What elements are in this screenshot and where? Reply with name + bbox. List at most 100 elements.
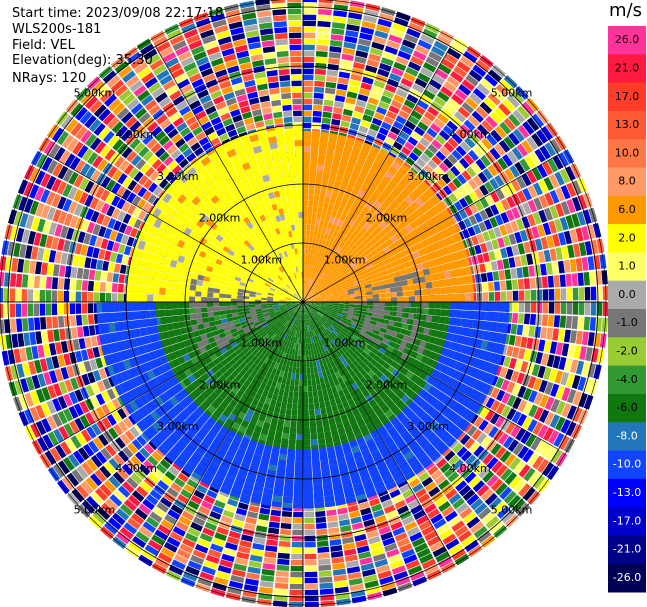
noise-gate xyxy=(527,214,536,227)
noise-gate xyxy=(39,289,46,302)
noise-gate xyxy=(261,568,275,576)
noise-gate xyxy=(315,62,327,70)
noise-gate xyxy=(326,69,339,77)
noise-gate xyxy=(280,522,292,530)
velocity-gate xyxy=(409,284,417,291)
velocity-gate xyxy=(338,299,345,302)
noise-gate xyxy=(500,211,510,224)
noise-gate xyxy=(396,136,407,146)
noise-gate xyxy=(455,128,468,140)
noise-gate xyxy=(414,78,428,89)
noise-gate xyxy=(436,177,447,188)
noise-gate xyxy=(464,136,476,149)
noise-gate xyxy=(549,341,558,354)
noise-gate xyxy=(499,121,512,135)
noise-gate xyxy=(465,97,479,110)
noise-gate xyxy=(458,209,468,220)
noise-gate xyxy=(303,110,312,117)
noise-gate xyxy=(53,329,61,342)
noise-gate xyxy=(561,343,570,357)
noise-gate xyxy=(376,132,387,142)
velocity-gate xyxy=(129,275,137,285)
noise-gate xyxy=(499,79,514,93)
noise-gate xyxy=(345,97,356,105)
noise-gate xyxy=(397,50,412,61)
noise-gate xyxy=(581,331,589,346)
noise-gate xyxy=(408,115,420,126)
noise-gate xyxy=(517,243,526,255)
noise-gate xyxy=(543,207,554,221)
noise-gate xyxy=(315,56,328,64)
noise-gate xyxy=(258,22,273,30)
noise-gate xyxy=(514,255,522,267)
noise-gate xyxy=(72,254,80,267)
noise-gate xyxy=(547,275,554,288)
noise-gate xyxy=(264,58,277,65)
velocity-gate xyxy=(309,176,316,183)
noise-gate xyxy=(303,44,315,51)
noise-gate xyxy=(583,192,593,208)
noise-gate xyxy=(375,24,391,34)
velocity-gate xyxy=(319,189,327,197)
noise-gate xyxy=(395,88,408,99)
noise-gate xyxy=(281,516,292,524)
noise-gate xyxy=(514,231,523,244)
noise-gate xyxy=(35,261,43,275)
noise-gate xyxy=(385,110,397,120)
noise-gate xyxy=(338,513,350,521)
noise-gate xyxy=(443,158,454,169)
velocity-gate xyxy=(303,224,307,231)
noise-gate xyxy=(338,71,351,79)
noise-gate xyxy=(438,162,449,173)
noise-gate xyxy=(557,152,569,167)
noise-gate xyxy=(505,246,514,258)
noise-gate xyxy=(76,267,84,279)
noise-gate xyxy=(291,535,303,542)
noise-gate xyxy=(486,272,494,282)
velocity-gate xyxy=(380,297,387,302)
noise-gate xyxy=(519,158,531,172)
noise-gate xyxy=(314,74,326,82)
noise-gate xyxy=(488,250,496,261)
noise-gate xyxy=(329,46,342,53)
noise-gate xyxy=(526,337,534,350)
noise-gate xyxy=(536,302,543,314)
noise-gate xyxy=(549,189,560,204)
noise-gate xyxy=(454,111,467,123)
noise-gate xyxy=(577,316,585,330)
noise-gate xyxy=(304,511,315,518)
noise-gate xyxy=(425,56,440,68)
noise-gate xyxy=(446,120,459,132)
noise-gate xyxy=(292,104,302,111)
noise-gate xyxy=(401,146,412,156)
noise-gate xyxy=(453,189,463,200)
noise-gate xyxy=(548,220,558,234)
noise-gate xyxy=(51,277,59,290)
noise-gate xyxy=(493,281,501,291)
noise-gate xyxy=(393,61,407,72)
noise-gate xyxy=(497,237,505,248)
noise-gate xyxy=(366,59,380,68)
noise-gate xyxy=(280,86,291,94)
noise-gate xyxy=(492,271,500,281)
noise-gate xyxy=(291,74,302,81)
noise-gate xyxy=(63,303,70,315)
noise-gate xyxy=(538,209,548,223)
noise-gate xyxy=(530,302,537,313)
noise-gate xyxy=(258,89,269,97)
noise-gate xyxy=(427,106,440,117)
velocity-gate xyxy=(322,171,330,179)
velocity-gate xyxy=(307,212,313,219)
velocity-gate xyxy=(249,296,256,300)
noise-gate xyxy=(490,204,500,216)
noise-gate xyxy=(21,274,29,288)
noise-gate xyxy=(288,32,302,39)
noise-gate xyxy=(543,249,552,263)
noise-gate xyxy=(408,22,424,33)
noise-gate xyxy=(510,323,518,335)
noise-gate xyxy=(432,73,446,85)
noise-gate xyxy=(504,269,512,280)
noise-gate xyxy=(487,92,501,106)
noise-gate xyxy=(388,34,403,44)
noise-gate xyxy=(555,247,563,261)
